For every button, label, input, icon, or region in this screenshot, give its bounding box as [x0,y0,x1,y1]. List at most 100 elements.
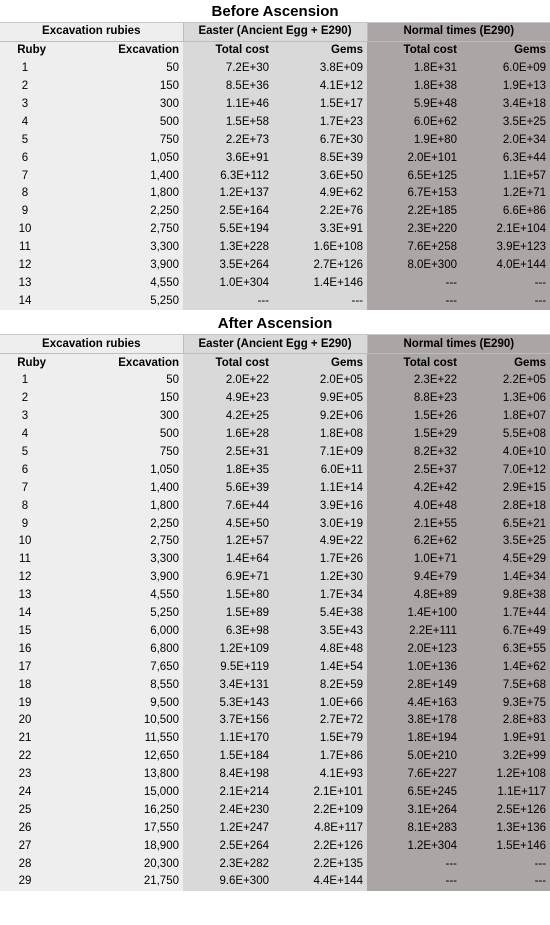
normal-total-cost-cell: 7.6E+227 [367,765,461,784]
ruby-cell: 26 [0,819,50,838]
excavation-cell: 9,500 [50,694,183,712]
excavation-cell: 300 [50,95,183,114]
table-row: 13 4,550 1.0E+304 1.4E+146 --- --- [0,274,550,293]
normal-total-cost-cell: 1.4E+100 [367,604,461,623]
table-row: 6 1,050 3.6E+91 8.5E+39 2.0E+101 6.3E+44 [0,149,550,168]
table-row: 10 2,750 1.2E+57 4.9E+22 6.2E+62 3.5E+25 [0,533,550,551]
excavation-cell: 2,750 [50,220,183,239]
table-row: 28 20,300 2.3E+282 2.2E+135 --- --- [0,855,550,873]
excavation-cell: 2,750 [50,533,183,551]
normal-gems-cell: 2.1E+104 [461,220,550,239]
easter-total-cost-cell: 1.2E+247 [183,819,273,838]
excavation-cell: 300 [50,407,183,426]
table-row: 4 500 1.6E+28 1.8E+08 1.5E+29 5.5E+08 [0,425,550,444]
table-row: 6 1,050 1.8E+35 6.0E+11 2.5E+37 7.0E+12 [0,461,550,480]
normal-total-cost-cell: 4.2E+42 [367,479,461,498]
normal-gems-cell: 6.3E+55 [461,640,550,659]
easter-gems-cell: 2.2E+126 [273,837,367,856]
table-row: 23 13,800 8.4E+198 4.1E+93 7.6E+227 1.2E+108 [0,765,550,784]
excavation-cell: 6,800 [50,640,183,659]
easter-total-cost-cell: 2.4E+230 [183,801,273,820]
easter-total-cost-cell: 1.2E+137 [183,185,273,203]
easter-total-cost-cell: 2.1E+214 [183,783,273,802]
ruby-cell: 19 [0,694,50,712]
excavation-cell: 7,650 [50,658,183,677]
normal-total-cost-cell: 6.7E+153 [367,185,461,203]
easter-total-cost-cell: --- [183,292,273,311]
easter-gems-cell: 1.7E+23 [273,113,367,132]
normal-total-cost-header: Total cost [367,353,461,373]
normal-gems-cell: 2.8E+18 [461,497,550,516]
ruby-cell: 4 [0,425,50,444]
easter-gems-cell: 4.1E+93 [273,765,367,784]
easter-total-cost-cell: 2.5E+164 [183,202,273,221]
normal-total-cost-cell: 8.8E+23 [367,389,461,408]
easter-header: Easter (Ancient Egg + E290) [183,334,368,355]
normal-gems-cell: 2.9E+15 [461,479,550,498]
table-row: 7 1,400 5.6E+39 1.1E+14 4.2E+42 2.9E+15 [0,479,550,498]
normal-total-cost-cell: 5.0E+210 [367,747,461,766]
normal-total-cost-cell: 4.0E+48 [367,497,461,516]
easter-total-cost-cell: 9.5E+119 [183,658,273,677]
ruby-cell: 7 [0,167,50,186]
normal-total-cost-cell: 2.2E+185 [367,202,461,221]
easter-gems-cell: 1.4E+54 [273,658,367,677]
easter-total-cost-cell: 7.6E+44 [183,497,273,516]
table-row: 29 21,750 9.6E+300 4.4E+144 --- --- [0,872,550,891]
excavation-cell: 8,550 [50,676,183,695]
normal-total-cost-cell: 1.0E+136 [367,658,461,677]
normal-gems-cell: 1.7E+44 [461,604,550,623]
normal-total-cost-cell: 2.8E+149 [367,676,461,695]
easter-gems-cell: 1.2E+30 [273,568,367,587]
table-row: 17 7,650 9.5E+119 1.4E+54 1.0E+136 1.4E+62 [0,658,550,677]
easter-total-cost-cell: 6.9E+71 [183,568,273,587]
easter-total-cost-cell: 1.5E+89 [183,604,273,623]
easter-gems-cell: 4.9E+22 [273,533,367,551]
normal-gems-cell: 2.0E+34 [461,131,550,150]
ruby-cell: 23 [0,765,50,784]
easter-total-cost-cell: 2.0E+22 [183,372,273,390]
normal-total-cost-cell: 1.8E+38 [367,77,461,96]
normal-total-cost-cell: 2.0E+123 [367,640,461,659]
excavation-cell: 12,650 [50,747,183,766]
ruby-cell: 29 [0,872,50,891]
ruby-cell: 21 [0,729,50,748]
easter-total-cost-cell: 1.2E+57 [183,533,273,551]
easter-gems-cell: 1.7E+26 [273,550,367,569]
normal-total-cost-cell: 4.4E+163 [367,694,461,712]
excavation-column-header: Excavation [50,41,183,60]
easter-total-cost-cell: 1.1E+46 [183,95,273,114]
table-row: 4 500 1.5E+58 1.7E+23 6.0E+62 3.5E+25 [0,113,550,132]
table-row: 25 16,250 2.4E+230 2.2E+109 3.1E+264 2.5E+126 [0,801,550,820]
easter-total-cost-cell: 1.5E+58 [183,113,273,132]
easter-gems-cell: 1.6E+108 [273,238,367,257]
easter-gems-cell: 2.7E+126 [273,256,367,275]
easter-total-cost-cell: 1.3E+228 [183,238,273,257]
excavation-cell: 2,250 [50,515,183,534]
ruby-cell: 3 [0,95,50,114]
normal-total-cost-cell: 8.0E+300 [367,256,461,275]
after-ascension-rows: 1 50 2.0E+22 2.0E+05 2.3E+22 2.2E+05 2 150 4.9E+… [0,372,550,891]
easter-gems-cell: 3.5E+43 [273,622,367,641]
ruby-cell: 25 [0,801,50,820]
normal-total-cost-cell: 6.0E+62 [367,113,461,132]
normal-gems-cell: 3.9E+123 [461,238,550,257]
normal-gems-cell: 1.3E+136 [461,819,550,838]
excavation-cell: 3,900 [50,568,183,587]
normal-total-cost-cell: 1.8E+31 [367,59,461,78]
ruby-cell: 15 [0,622,50,641]
table-row: 9 2,250 2.5E+164 2.2E+76 2.2E+185 6.6E+86 [0,202,550,221]
ruby-cost-sheet: Before Ascension Excavation rubies Easte… [0,0,550,891]
ruby-cell: 11 [0,550,50,569]
ruby-cell: 18 [0,676,50,695]
easter-total-cost-cell: 1.6E+28 [183,425,273,444]
easter-gems-cell: 2.2E+135 [273,855,367,873]
easter-total-cost-cell: 3.7E+156 [183,711,273,730]
easter-total-cost-cell: 3.4E+131 [183,676,273,695]
ruby-cell: 9 [0,515,50,534]
easter-gems-cell: 1.0E+66 [273,694,367,712]
table-row: 9 2,250 4.5E+50 3.0E+19 2.1E+55 6.5E+21 [0,515,550,534]
easter-gems-cell: 2.7E+72 [273,711,367,730]
ruby-cell: 9 [0,202,50,221]
easter-total-cost-cell: 1.5E+80 [183,586,273,605]
